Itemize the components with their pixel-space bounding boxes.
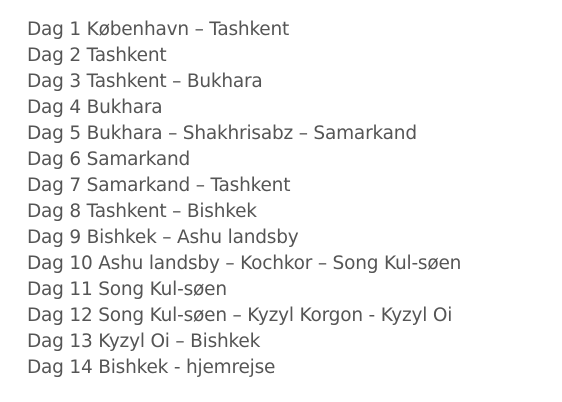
itinerary-day-7: Dag 7 Samarkand – Tashkent <box>27 175 291 196</box>
itinerary-day-4: Dag 4 Bukhara <box>27 97 163 118</box>
itinerary-day-11: Dag 11 Song Kul-søen <box>27 279 227 300</box>
itinerary-list: Dag 1 København – Tashkent Dag 2 Tashken… <box>27 17 461 381</box>
itinerary-day-3: Dag 3 Tashkent – Bukhara <box>27 71 263 92</box>
itinerary-day-10: Dag 10 Ashu landsby – Kochkor – Song Kul… <box>27 253 462 274</box>
itinerary-day-6: Dag 6 Samarkand <box>27 149 191 170</box>
itinerary-day-5: Dag 5 Bukhara – Shakhrisabz – Samarkand <box>27 123 417 144</box>
itinerary-day-14: Dag 14 Bishkek - hjemrejse <box>27 357 276 378</box>
itinerary-day-8: Dag 8 Tashkent – Bishkek <box>27 201 257 222</box>
itinerary-day-12: Dag 12 Song Kul-søen – Kyzyl Korgon - Ky… <box>27 305 453 326</box>
itinerary-day-9: Dag 9 Bishkek – Ashu landsby <box>27 227 299 248</box>
itinerary-day-13: Dag 13 Kyzyl Oi – Bishkek <box>27 331 261 352</box>
itinerary-day-2: Dag 2 Tashkent <box>27 45 167 66</box>
itinerary-day-1: Dag 1 København – Tashkent <box>27 19 290 40</box>
